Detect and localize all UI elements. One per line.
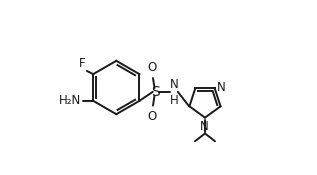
- Text: N: N: [217, 81, 226, 94]
- Text: F: F: [79, 57, 86, 70]
- Text: H₂N: H₂N: [59, 94, 81, 107]
- Text: O: O: [147, 110, 157, 122]
- Text: S: S: [152, 85, 160, 99]
- Text: O: O: [147, 61, 157, 74]
- Text: H: H: [170, 94, 178, 107]
- Text: N: N: [170, 78, 178, 91]
- Text: N: N: [200, 120, 209, 133]
